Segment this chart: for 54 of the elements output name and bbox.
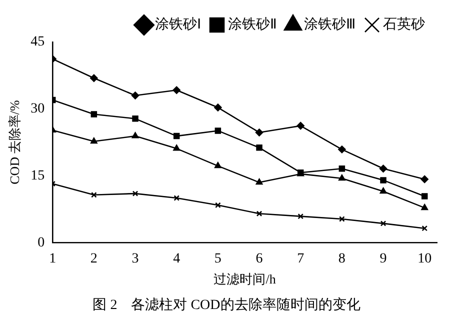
point (132, 190, 138, 196)
point (380, 177, 386, 184)
x-tick-label: 6 (256, 252, 263, 267)
point (131, 92, 140, 100)
legend-label: 涂铁砂Ⅲ (304, 16, 356, 33)
point (214, 128, 222, 134)
x-tick-label: 10 (418, 252, 432, 267)
point (420, 175, 428, 184)
x-tick-label: 8 (338, 252, 346, 267)
legend-label: 石英砂 (383, 16, 425, 33)
y-axis-title: COD 去除率/% (7, 100, 22, 184)
point (256, 210, 262, 217)
point (91, 192, 97, 198)
point (338, 146, 346, 154)
legend-label: 涂铁砂Ⅱ (228, 16, 277, 33)
point (296, 122, 304, 130)
point (90, 138, 98, 144)
y-tick-label: 45 (30, 34, 45, 50)
point (379, 164, 388, 172)
point (173, 132, 180, 140)
point (380, 220, 386, 226)
legend-label: 涂铁砂Ⅰ (155, 16, 201, 33)
point (214, 162, 222, 168)
y-tick-label: 30 (30, 102, 45, 117)
point (173, 144, 180, 151)
x-tick-label: 3 (132, 252, 139, 267)
x-tick-label: 9 (380, 252, 387, 267)
x-tick-label: 1 (49, 252, 56, 267)
point (214, 104, 222, 112)
point (132, 132, 139, 138)
point (256, 144, 262, 151)
point (421, 204, 428, 210)
point (298, 213, 304, 220)
point (132, 116, 138, 122)
point (380, 187, 387, 194)
x-tick-label: 7 (297, 252, 304, 267)
point (338, 165, 346, 172)
y-tick-label: 15 (30, 168, 45, 184)
point (421, 193, 428, 200)
point (215, 202, 221, 208)
point (90, 111, 98, 118)
point (339, 216, 345, 222)
point (255, 128, 264, 136)
point (338, 174, 346, 181)
point (172, 86, 180, 94)
x-tick-label: 4 (173, 252, 180, 267)
x-tick-label: 5 (214, 252, 222, 267)
point (90, 74, 98, 82)
y-tick-label: 0 (38, 235, 45, 250)
point (174, 195, 180, 201)
x-axis-title: 过滤时间/h (214, 272, 276, 287)
caption: 图 2 各滤柱对 COD的去除率随时间的变化 (92, 296, 362, 314)
point (256, 178, 263, 185)
x-tick-label: 2 (90, 252, 98, 267)
